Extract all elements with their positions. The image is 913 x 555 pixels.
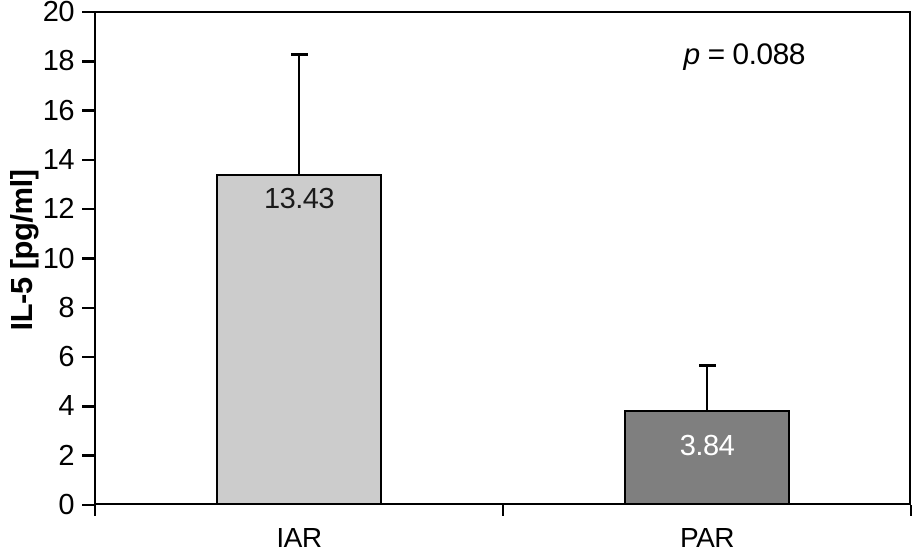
x-category-label-iar: IAR: [276, 522, 322, 553]
bar-value-label: 13.43: [263, 182, 335, 215]
y-axis-tick: [82, 109, 95, 112]
y-axis-tick-label: 6: [58, 341, 74, 374]
y-axis-tick-label: 10: [42, 242, 75, 275]
y-axis-tick: [82, 257, 95, 260]
error-bar-cap: [290, 52, 308, 56]
bar-par: [624, 410, 790, 505]
error-bar-cap: [698, 363, 716, 367]
y-axis-tick-label: 18: [42, 45, 75, 78]
p-value-text: = 0.088: [707, 38, 806, 71]
y-axis-tick: [82, 405, 95, 408]
bar-iar: [216, 173, 382, 505]
x-axis-tick: [93, 505, 97, 516]
x-axis-tick: [909, 505, 913, 516]
plot-area-frame: [94, 11, 911, 505]
y-axis-tick: [82, 454, 95, 457]
y-axis-tick-label: 2: [58, 439, 74, 472]
p-symbol: p: [683, 38, 701, 71]
y-axis-tick-label: 14: [42, 143, 75, 176]
y-axis-tick: [82, 60, 95, 63]
y-axis-tick-label: 8: [58, 291, 74, 324]
y-axis-tick-label: 4: [58, 390, 74, 423]
y-axis-tick: [82, 355, 95, 359]
x-axis-tick: [501, 505, 505, 516]
error-bar-line: [705, 364, 709, 411]
y-axis-tick: [82, 158, 95, 162]
p-value-annotation: p = 0.088: [683, 38, 806, 72]
y-axis-tick-label: 20: [42, 0, 75, 28]
bar-value-label: 3.84: [679, 430, 735, 463]
x-category-label-par: PAR: [680, 522, 735, 553]
error-bar-line: [297, 53, 301, 174]
y-axis-tick-label: 16: [42, 94, 75, 127]
y-axis-tick: [82, 207, 95, 211]
y-axis-tick: [82, 306, 95, 310]
y-axis-tick-label: 0: [58, 489, 74, 521]
y-axis-tick-label: 12: [42, 193, 75, 226]
y-axis-tick: [82, 503, 95, 507]
y-axis-tick: [82, 10, 95, 14]
